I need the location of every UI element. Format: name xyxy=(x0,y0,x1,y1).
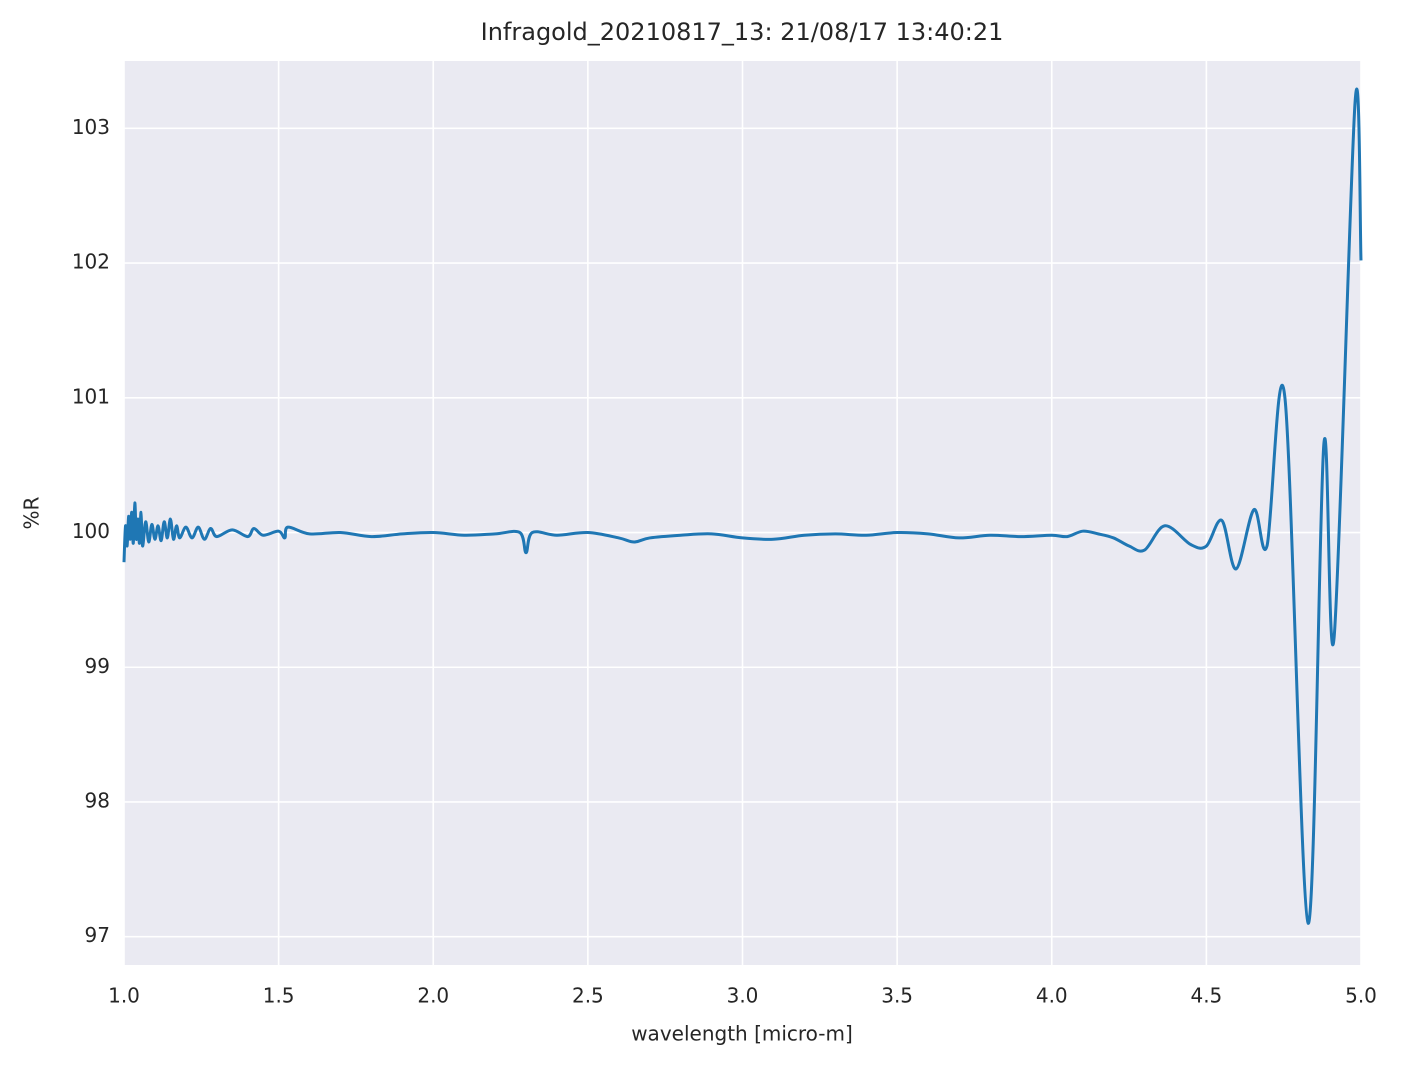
x-tick-label: 3.0 xyxy=(727,984,759,1008)
x-tick-label: 3.5 xyxy=(881,984,913,1008)
x-tick-label: 2.5 xyxy=(572,984,604,1008)
x-tick-label: 1.5 xyxy=(263,984,295,1008)
y-tick-label: 99 xyxy=(85,654,110,678)
y-tick-label: 101 xyxy=(72,384,110,408)
x-tick-label: 4.0 xyxy=(1036,984,1068,1008)
y-tick-label: 98 xyxy=(85,788,110,812)
x-tick-label: 2.0 xyxy=(417,984,449,1008)
data-line xyxy=(122,87,1363,925)
x-tick-label: 5.0 xyxy=(1345,984,1377,1008)
y-tick-label: 103 xyxy=(72,115,110,139)
x-axis-label: wavelength [micro-m] xyxy=(631,1022,853,1046)
chart-title: Infragold_20210817_13: 21/08/17 13:40:21 xyxy=(481,18,1004,46)
y-axis-label: %R xyxy=(20,496,44,529)
x-tick-label: 4.5 xyxy=(1190,984,1222,1008)
y-tick-label: 102 xyxy=(72,250,110,274)
y-tick-label: 97 xyxy=(85,923,110,947)
y-tick-label: 100 xyxy=(72,519,110,543)
x-tick-label: 1.0 xyxy=(108,984,140,1008)
